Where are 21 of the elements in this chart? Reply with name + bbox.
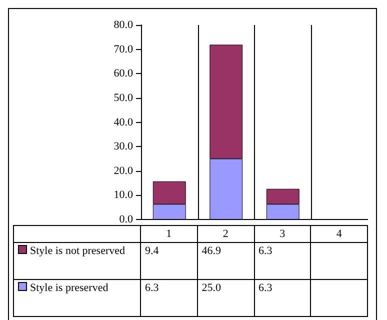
y-tick-label: 10.0: [114, 189, 134, 202]
y-tick-label: 30.0: [114, 140, 134, 153]
y-tick-label: 20.0: [114, 164, 134, 177]
x-tick-label: 2: [197, 226, 254, 242]
x-tick-label: 4: [310, 226, 368, 242]
y-tick-label: 40.0: [114, 116, 134, 128]
x-tick-label: 1: [140, 226, 198, 242]
y-tick-label: 80.0: [114, 19, 134, 31]
y-tick-label: 0.0: [119, 214, 134, 226]
data-label: 9.4: [140, 242, 198, 280]
legend-label: Style is preserved: [29, 282, 108, 294]
data-label: 6.3: [140, 280, 198, 316]
data-label: 6.3: [254, 280, 311, 316]
data-label: 6.3: [254, 242, 311, 280]
legend-label: Style is not preserved: [29, 245, 126, 257]
y-tick-label: 60.0: [114, 68, 134, 80]
data-label: 25.0: [197, 280, 254, 316]
data-label: 46.9: [197, 242, 254, 280]
x-tick-label: 3: [254, 226, 311, 242]
y-tick-label: 50.0: [114, 92, 134, 104]
y-tick-label: 70.0: [114, 43, 134, 56]
